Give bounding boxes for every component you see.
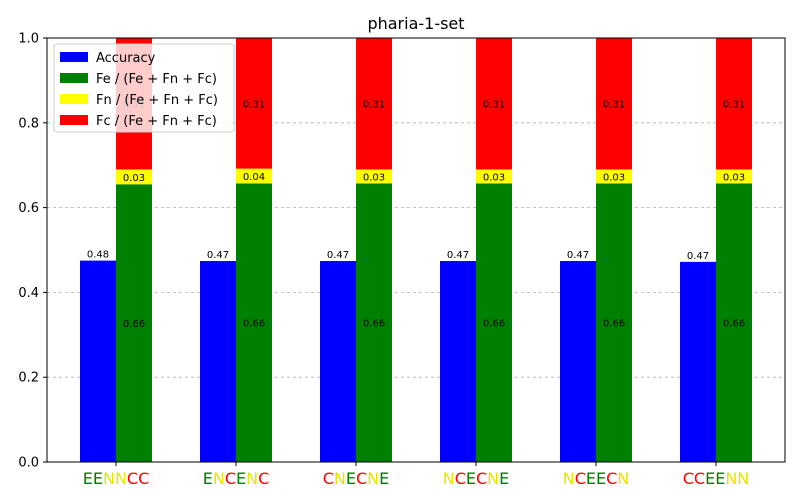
label-fe: 0.66 [723, 319, 745, 330]
legend: Accuracy Fe / (Fe + Fn + Fc) Fn / (Fe + Fn… [53, 43, 235, 133]
grid [47, 122, 785, 378]
bar-fe [716, 183, 752, 462]
legend-box [53, 43, 235, 133]
legend-label: Fc / (Fe + Fn + Fc) [96, 114, 217, 129]
bar-accuracy [680, 261, 716, 462]
label-accuracy: 0.47 [447, 250, 469, 261]
bar-fn [236, 168, 272, 184]
label-fc: 0.31 [723, 100, 745, 111]
label-fe: 0.66 [243, 319, 265, 330]
x-tick-label: EENNCC [83, 469, 150, 488]
label-accuracy: 0.47 [687, 251, 709, 262]
x-tick-label: NCECNE [443, 469, 510, 488]
label-fe: 0.66 [123, 319, 145, 330]
label-fn: 0.03 [123, 173, 145, 184]
chart-title: pharia-1-set [367, 14, 464, 33]
plot-frame [46, 37, 786, 463]
legend-swatch [60, 115, 88, 125]
label-fn: 0.04 [243, 172, 265, 183]
label-accuracy: 0.47 [567, 250, 589, 261]
bar-accuracy [440, 261, 476, 462]
bar-fe [236, 183, 272, 462]
bar-fc [356, 38, 392, 170]
legend-swatch [60, 73, 88, 83]
y-tick-label: 0.4 [18, 286, 39, 301]
legend-label: Accuracy [96, 51, 156, 66]
label-fn: 0.03 [723, 172, 745, 183]
y-tick-label: 0.6 [18, 201, 39, 216]
label-fc: 0.31 [603, 100, 625, 111]
y-tick-label: 0.2 [18, 371, 39, 386]
bar-fe [356, 183, 392, 462]
label-fc: 0.31 [483, 100, 505, 111]
label-fn: 0.03 [363, 172, 385, 183]
bar-fc [236, 38, 272, 169]
bar-accuracy [560, 261, 596, 462]
bar-fe [116, 184, 152, 462]
label-accuracy: 0.47 [207, 250, 229, 261]
bar-fc [476, 38, 512, 170]
label-fc: 0.31 [363, 100, 385, 111]
bar-fc [596, 38, 632, 170]
label-fc: 0.31 [243, 99, 265, 110]
bar-fe [596, 183, 632, 462]
bar-fn [596, 169, 632, 184]
bar-fn [476, 169, 512, 184]
bar-accuracy [320, 261, 356, 462]
label-accuracy: 0.47 [327, 250, 349, 261]
legend-label: Fe / (Fe + Fn + Fc) [96, 72, 217, 87]
bar-labels: 0.48 0.66 0.03 0.31 0.47 0.66 0.04 0.31 0.47 0.66… [87, 99, 745, 330]
y-tick-label: 1.0 [18, 32, 39, 47]
label-accuracy: 0.48 [87, 250, 109, 261]
label-fn: 0.03 [603, 172, 625, 183]
y-tick-label: 0.8 [18, 116, 39, 131]
label-fe: 0.66 [363, 319, 385, 330]
bar-fn [356, 169, 392, 184]
x-tick-label: ENCENC [203, 469, 270, 488]
y-axis: 0.0 0.2 0.4 0.6 0.8 1.0 [18, 32, 47, 471]
bar-fn [116, 169, 152, 185]
bar-fe [476, 183, 512, 462]
bar-accuracy [80, 260, 116, 462]
y-tick-label: 0.0 [18, 456, 39, 471]
label-fe: 0.66 [483, 319, 505, 330]
bar-accuracy [200, 261, 236, 462]
bar-fn [716, 169, 752, 184]
x-tick-label: NCEECN [563, 469, 630, 488]
x-tick-label: CCEENN [683, 469, 750, 488]
label-fn: 0.03 [483, 172, 505, 183]
legend-swatch [60, 52, 88, 62]
bar-fc [716, 38, 752, 170]
label-fe: 0.66 [603, 319, 625, 330]
x-tick-label: CNECNE [323, 469, 390, 488]
legend-swatch [60, 94, 88, 104]
legend-label: Fn / (Fe + Fn + Fc) [96, 93, 218, 108]
x-axis: EENNCC ENCENC CNECNE NCECNE NCEECN CCEENN [83, 462, 750, 488]
